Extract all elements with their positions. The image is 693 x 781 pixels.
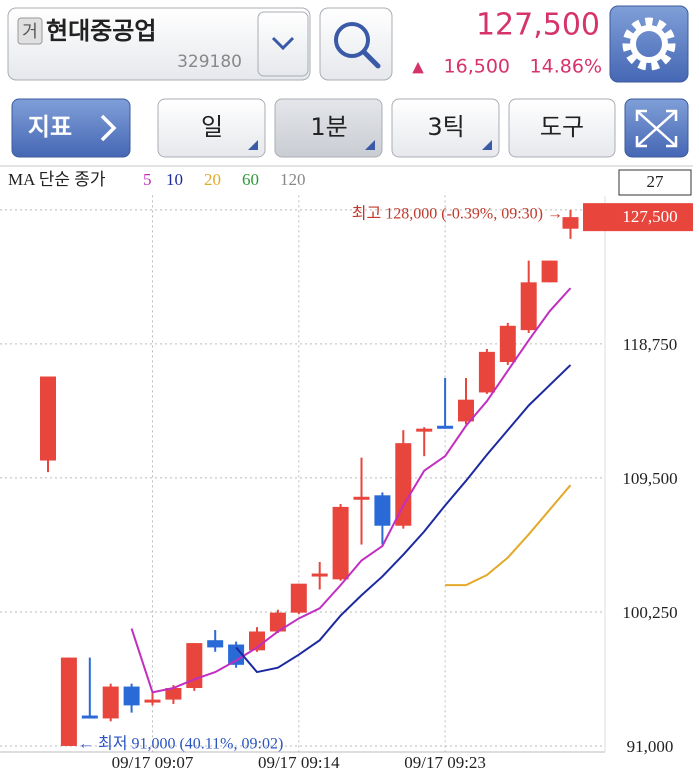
badge <box>17 17 43 45</box>
zoom-box <box>618 169 692 196</box>
candle-body <box>395 443 412 526</box>
corner-mark <box>482 140 492 150</box>
legend-title: MA 단순 종가 <box>8 170 106 189</box>
minute-button[interactable] <box>274 98 383 158</box>
y-tick-label: 91,000 <box>627 737 674 756</box>
indicator-button[interactable] <box>11 98 131 158</box>
candle-body <box>353 496 370 500</box>
candle-body <box>332 506 349 580</box>
legend-entry: 120 <box>280 170 306 189</box>
stock-code: 329180 <box>177 52 242 72</box>
low-annotation: ← 최저 91,000 (40.11%, 09:02) <box>78 735 283 753</box>
candle-body <box>478 351 495 393</box>
candle-body <box>269 612 286 632</box>
candle-body <box>374 495 391 526</box>
y-tick-label: 100,250 <box>622 603 677 622</box>
button-label: 도구 <box>540 113 584 141</box>
search-handle <box>361 49 381 69</box>
candle-body <box>458 399 474 422</box>
corner-mark <box>248 140 258 150</box>
x-tick-label: 09/17 09:23 <box>404 753 486 772</box>
legend-entry: 10 <box>166 170 183 189</box>
last-price-label: 127,500 <box>622 207 677 226</box>
day-button[interactable] <box>157 98 266 158</box>
candle-body <box>228 644 245 665</box>
expand-icon <box>635 109 678 148</box>
last-price-box <box>583 203 693 232</box>
header: 거 현대중공업 329180 127,500 ▲ 16,500 14.86% <box>7 5 689 83</box>
chevron <box>100 114 117 142</box>
legend-entry: 5 <box>143 170 152 189</box>
candle-body <box>207 640 224 648</box>
search-button[interactable] <box>319 7 393 81</box>
search-box[interactable] <box>7 7 311 81</box>
tools-button[interactable] <box>508 98 616 158</box>
change-pct: 14.86% <box>530 56 602 78</box>
ma-line <box>445 484 572 587</box>
button-label: 3틱 <box>427 113 464 141</box>
candle-body <box>60 657 77 746</box>
search-icon <box>334 22 370 58</box>
candle-body <box>311 573 328 577</box>
candle-body <box>499 325 516 363</box>
candle-body <box>520 282 537 331</box>
chevron <box>271 36 295 51</box>
y-tick-label: 109,500 <box>622 469 677 488</box>
candle-body <box>562 217 579 229</box>
candle-body <box>541 260 558 283</box>
zoom-count: 27 <box>647 172 665 191</box>
change-arrow: ▲ <box>412 58 424 76</box>
high-annotation: 최고 128,000 (-0.39%, 09:30) → <box>352 205 563 223</box>
chart-legend: MA 단순 종가 <box>8 170 106 189</box>
tick-button[interactable] <box>391 98 500 158</box>
exchange-badge: 거 <box>22 22 38 42</box>
candle-body <box>165 688 182 700</box>
gear-icon <box>622 17 676 71</box>
price: 127,500 <box>476 8 600 43</box>
ma-line <box>235 364 572 674</box>
ma-line <box>130 287 572 694</box>
candle-body <box>290 583 307 613</box>
toolbar: 지표 일 1분 3틱 도구 <box>0 98 693 167</box>
candle-body <box>437 425 454 429</box>
y-tick-label: 118,750 <box>623 335 678 354</box>
plot: 510206012091,000100,250109,500118,750128… <box>0 170 693 772</box>
corner-mark <box>365 140 375 150</box>
x-tick-label: 09/17 09:07 <box>112 753 194 772</box>
settings-button[interactable] <box>609 5 689 83</box>
change: 16,500 <box>444 56 510 78</box>
candle-body <box>102 686 119 719</box>
legend-entry: 60 <box>242 170 259 189</box>
candle-body <box>81 715 98 719</box>
button-label: 지표 <box>28 113 72 141</box>
button-label: 일 <box>201 113 223 141</box>
x-tick-label: 09/17 09:14 <box>258 753 340 772</box>
candle-body <box>123 686 140 706</box>
legend-entry: 20 <box>204 170 221 189</box>
stock-name: 현대중공업 <box>46 17 156 45</box>
candle-body <box>40 376 56 461</box>
candle-body <box>416 428 433 432</box>
button-label: 1분 <box>310 113 347 141</box>
candle-body <box>186 643 203 689</box>
candle-body <box>144 699 161 703</box>
dropdown-button[interactable] <box>257 11 309 77</box>
